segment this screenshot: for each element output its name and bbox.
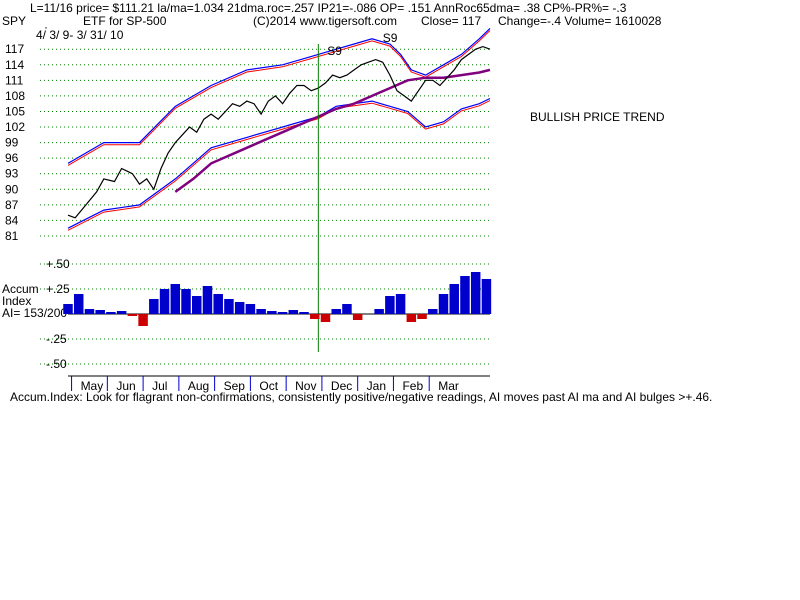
price-tick-label: 105: [5, 104, 25, 118]
ai-bar: [84, 309, 95, 314]
month-label: Jan: [367, 379, 386, 393]
accum-label-3: AI= 153/200: [2, 306, 67, 320]
price-tick-label: 93: [5, 167, 19, 181]
ai-bar: [406, 314, 417, 322]
signal-label: S9: [383, 31, 398, 45]
ai-bar: [95, 310, 105, 314]
month-label: Dec: [331, 379, 352, 393]
ai-bar: [460, 276, 470, 314]
ai-bar: [449, 284, 459, 314]
lower-band-red-line: [67, 100, 491, 231]
ai-bar: [320, 314, 331, 322]
ai-bar: [331, 309, 341, 314]
ai-tick-label: +.50: [46, 257, 70, 271]
month-label: Mar: [438, 379, 459, 393]
price-tick-label: 108: [5, 89, 25, 103]
ai-bar: [159, 289, 170, 314]
ai-bar: [63, 304, 73, 314]
ai-bar: [374, 309, 384, 314]
ai-bar: [342, 304, 352, 314]
ai-bar: [428, 309, 438, 314]
ai-tick-label: -.50: [46, 357, 67, 371]
ai-bar: [481, 279, 492, 314]
price-tick-label: 87: [5, 198, 19, 212]
header-line1: L=11/16 price= $111.21 la/ma=1.034 21dma…: [30, 1, 627, 15]
month-label: Nov: [295, 379, 316, 393]
price-tick-label: 111: [5, 73, 24, 87]
trend-annotation: BULLISH PRICE TREND: [530, 110, 665, 124]
ai-tick-label: -.25: [46, 332, 67, 346]
upper-band-red-line: [67, 30, 491, 166]
ai-tick-label: +.25: [46, 282, 70, 296]
ai-bar: [73, 294, 84, 314]
accum-label-1: Accum: [2, 282, 39, 296]
description-label: ETF for SP-500: [83, 14, 167, 28]
accum-label-2: Index: [2, 294, 31, 308]
month-axis: May Jun Jul Aug Sep Oct Nov Dec Jan Feb Mar: [68, 375, 490, 393]
ai-bar: [395, 294, 406, 314]
lower-band-line: [67, 97, 491, 229]
upper-band-line: [67, 27, 491, 164]
moving-average-line: [174, 68, 491, 193]
signal-label: S9: [327, 44, 342, 58]
ai-bar: [470, 272, 481, 314]
price-series: [67, 27, 491, 231]
price-line: [67, 45, 491, 219]
month-label: Aug: [188, 379, 209, 393]
ai-bar: [267, 311, 277, 314]
ai-bar: [352, 314, 363, 320]
ai-bar: [288, 310, 299, 314]
price-tick-label: 90: [5, 182, 19, 196]
ai-axis-ticks: +.50 +.25 -.25 -.50: [46, 257, 70, 371]
month-label: Feb: [402, 379, 423, 393]
month-label: Jul: [152, 379, 167, 393]
month-label: Oct: [259, 379, 278, 393]
ai-bar: [277, 312, 288, 314]
ai-bar: [234, 302, 245, 314]
ai-bar: [245, 304, 256, 314]
price-tick-label: 102: [5, 120, 25, 134]
price-tick-label: 81: [5, 229, 19, 243]
date-range-label: 4/ 3/ 9- 3/ 31/ 10: [36, 28, 124, 42]
ai-bar: [310, 314, 320, 319]
symbol-label: SPY: [2, 14, 26, 28]
ai-bar: [385, 296, 395, 314]
month-label: Sep: [224, 379, 246, 393]
ai-bar: [127, 314, 138, 316]
ai-bar: [299, 312, 309, 314]
month-label: May: [81, 379, 104, 393]
ai-bar: [106, 312, 116, 314]
ai-bar: [181, 289, 191, 314]
copyright-label: (C)2014 www.tigersoft.com: [253, 14, 397, 28]
ai-bar: [417, 314, 427, 319]
month-label: Jun: [116, 379, 135, 393]
ai-bar: [202, 286, 213, 314]
ai-bar: [149, 299, 159, 314]
ai-bar: [438, 294, 449, 314]
ai-series: [63, 272, 492, 326]
price-tick-label: 99: [5, 136, 19, 150]
price-tick-label: 96: [5, 151, 19, 165]
footer-note: Accum.Index: Look for flagrant non-confi…: [10, 390, 712, 404]
close-label: Close= 117: [421, 14, 481, 28]
ai-bar: [138, 314, 148, 326]
price-tick-label: 117: [5, 42, 24, 56]
ai-bar: [191, 296, 202, 314]
price-grid: [40, 48, 490, 237]
ai-bar: [170, 284, 181, 314]
ai-bar: [116, 311, 127, 314]
price-tick-label: 114: [5, 58, 24, 72]
change-volume-label: Change=-.4 Volume= 1610028: [498, 14, 662, 28]
header-bullet: ·: [44, 20, 48, 34]
ai-bar: [256, 309, 266, 314]
signal-markers: S9 S9: [317, 31, 398, 352]
price-tick-label: 84: [5, 213, 19, 227]
ai-bar: [224, 299, 234, 314]
ai-bar: [213, 294, 223, 314]
